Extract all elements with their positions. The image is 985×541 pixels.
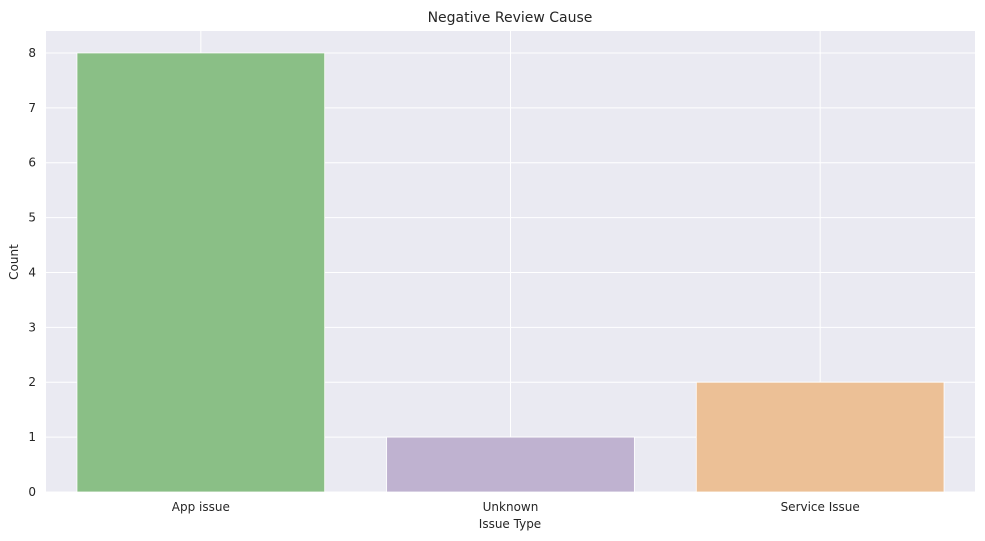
y-tick-label: 1 [28, 430, 36, 444]
y-tick-label: 2 [28, 375, 36, 389]
x-tick-label: Unknown [483, 500, 539, 514]
y-axis-title: Count [7, 244, 21, 280]
chart-title: Negative Review Cause [428, 10, 593, 26]
y-tick-label: 6 [28, 156, 36, 170]
bar-app-issue [76, 52, 326, 493]
y-tick-labels: 0 1 2 3 4 5 6 7 8 [28, 46, 36, 499]
y-tick-label: 5 [28, 211, 36, 225]
bar-service-issue [695, 381, 945, 493]
x-tick-label: App issue [172, 500, 230, 514]
y-tick-label: 0 [28, 485, 36, 499]
y-tick-label: 8 [28, 46, 36, 60]
x-tick-labels: App issue Unknown Service Issue [172, 500, 860, 514]
bar-layer [76, 52, 945, 493]
y-tick-label: 4 [28, 265, 36, 279]
x-tick-label: Service Issue [781, 500, 860, 514]
x-axis-title: Issue Type [479, 517, 541, 531]
bar-unknown [386, 436, 635, 493]
y-tick-label: 3 [28, 320, 36, 334]
y-tick-label: 7 [28, 101, 36, 115]
